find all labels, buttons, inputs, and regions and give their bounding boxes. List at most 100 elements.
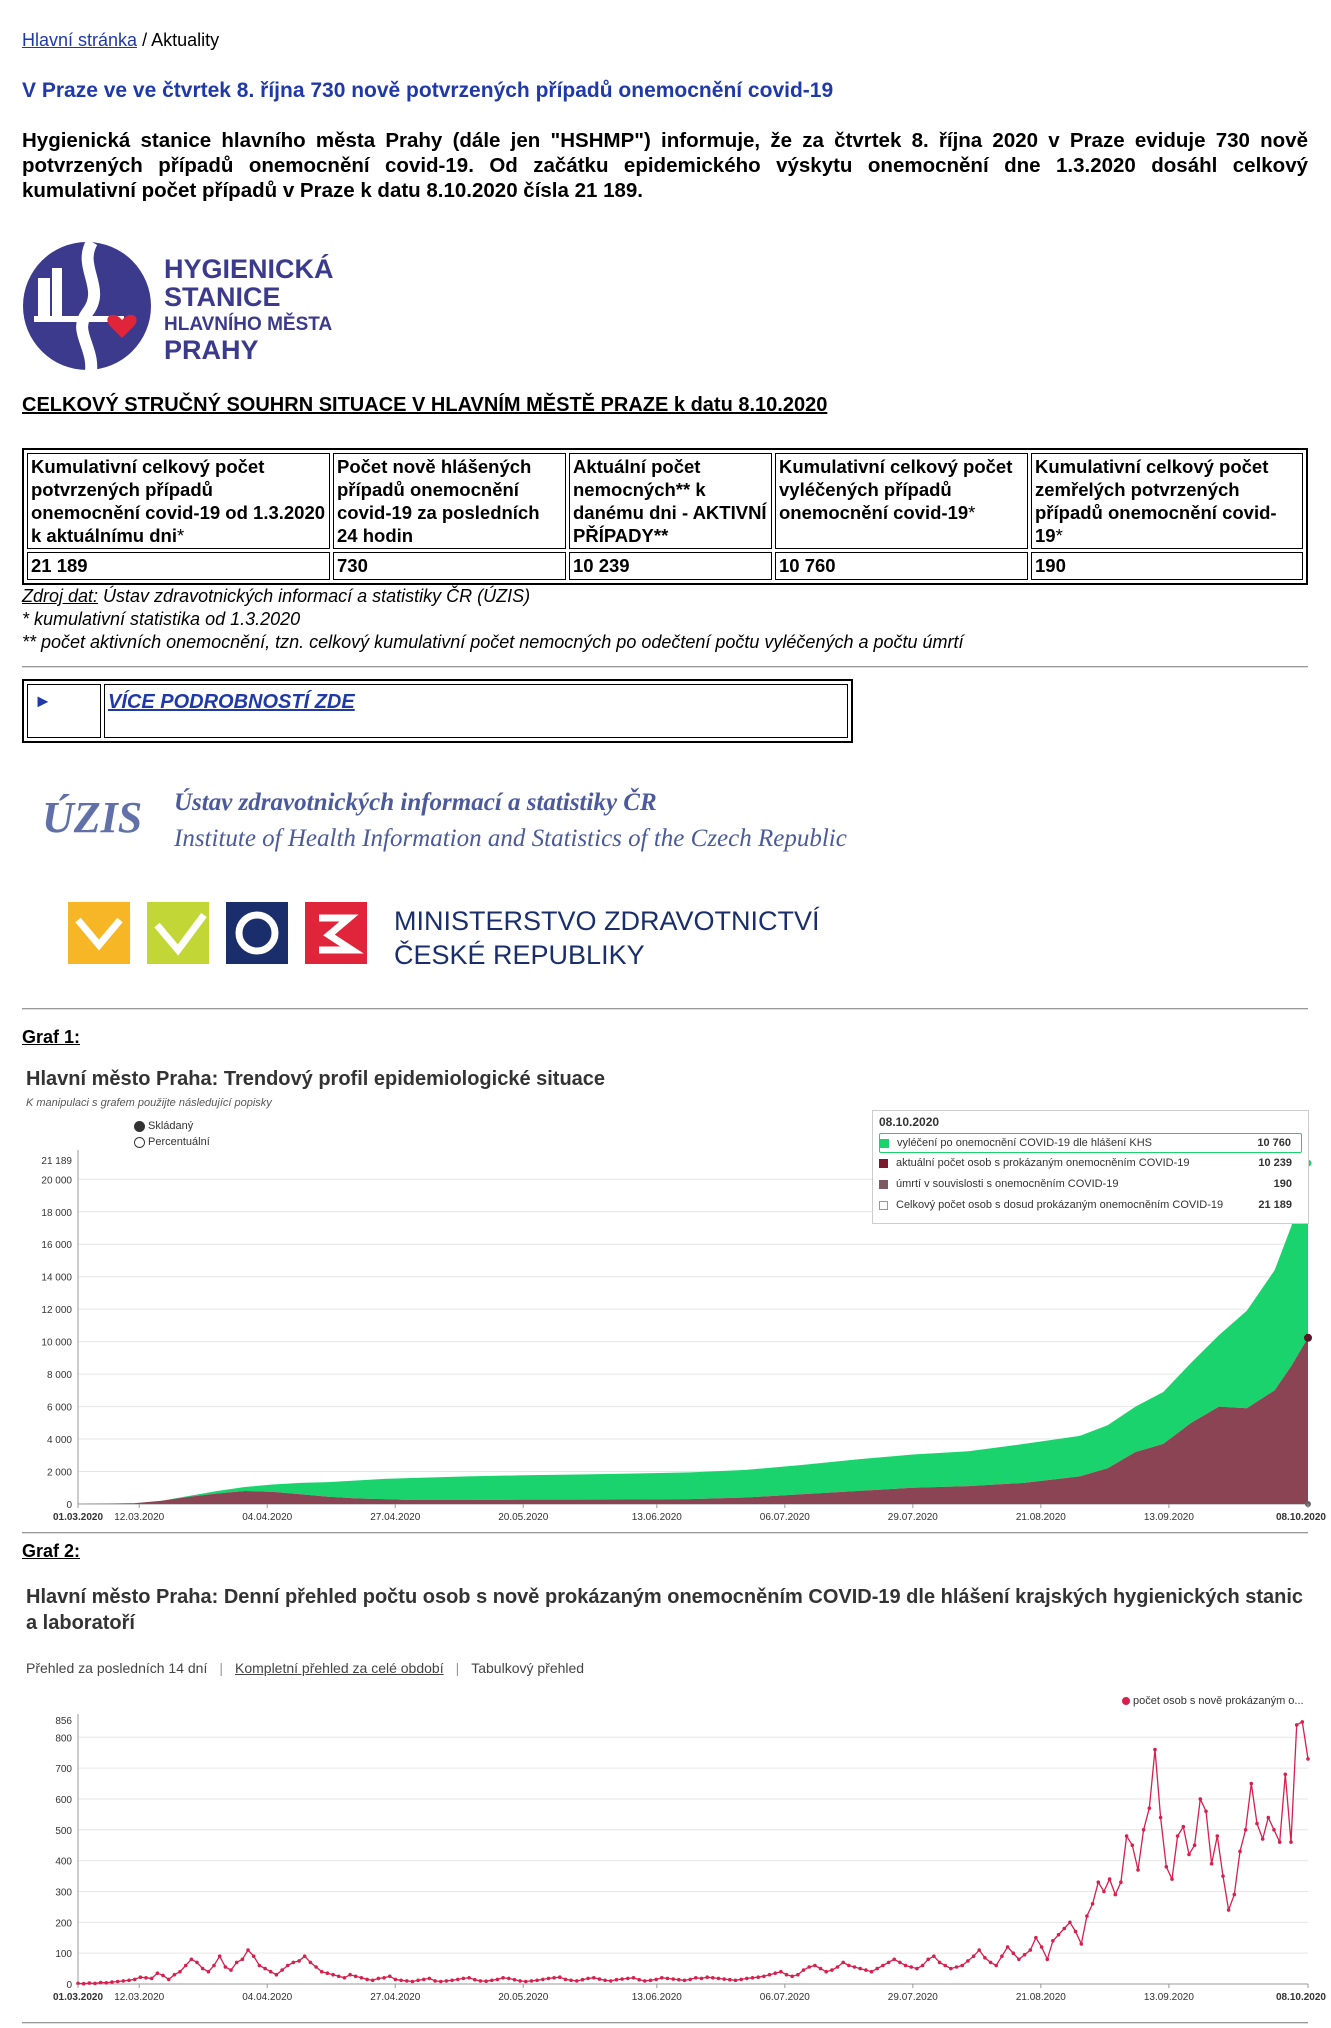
breadcrumb-current: Aktuality	[151, 30, 220, 50]
radio-percent[interactable]: Percentuální	[134, 1136, 210, 1148]
data-point	[597, 1977, 602, 1981]
y-tick-label: 6 000	[47, 1403, 72, 1414]
data-point	[529, 1979, 534, 1983]
summary-header-cell: Počet nově hlášených případů onemocnění …	[333, 453, 566, 549]
data-point	[954, 1965, 959, 1969]
data-point	[728, 1977, 732, 1982]
data-point	[416, 1978, 420, 1983]
data-point	[331, 1972, 335, 1977]
data-point	[807, 1965, 811, 1969]
legend-swatch	[879, 1158, 888, 1168]
data-point	[881, 1963, 885, 1968]
data-point	[983, 1956, 987, 1960]
data-point	[1124, 1834, 1129, 1838]
x-tick-label: 29.07.2020	[888, 1512, 938, 1523]
summary-value-active: 10 239	[569, 552, 772, 580]
play-arrow-icon: ►	[34, 691, 52, 711]
y-tick-label: 0	[66, 1500, 72, 1511]
data-point	[1153, 1747, 1157, 1752]
data-point	[444, 1979, 449, 1983]
data-point	[988, 1960, 993, 1965]
hshmp-logo-tower	[38, 278, 50, 316]
data-point	[943, 1963, 947, 1968]
x-tick-label: 13.06.2020	[632, 1512, 682, 1523]
data-point	[467, 1976, 471, 1980]
data-point	[1266, 1815, 1271, 1820]
graf1-tooltip-row: Celkový počet osob s dosud prokázaným on…	[879, 1196, 1302, 1214]
data-point	[1238, 1849, 1242, 1854]
data-point	[841, 1960, 845, 1965]
summary-value-deaths: 190	[1031, 552, 1303, 580]
radio-stacked[interactable]: Skládaný	[134, 1120, 193, 1132]
x-tick-label: 01.03.2020	[53, 1992, 103, 2003]
data-point	[835, 1965, 840, 1969]
data-point	[274, 1972, 279, 1977]
summary-header-cell: Aktuální počet nemocných** k danému dni …	[569, 453, 772, 549]
x-tick-label: 21.08.2020	[1016, 1992, 1066, 2003]
data-point	[1277, 1840, 1282, 1844]
data-point	[98, 1980, 103, 1985]
data-point	[348, 1972, 352, 1977]
data-point	[852, 1965, 857, 1969]
data-point	[382, 1976, 386, 1980]
data-point	[580, 1977, 585, 1982]
x-tick-label: 13.09.2020	[1144, 1992, 1194, 2003]
x-tick-label: 20.05.2020	[498, 1512, 548, 1523]
data-point	[178, 1969, 182, 1974]
data-point	[603, 1978, 607, 1983]
graf1-chart[interactable]: 0 2 000 4 000 6 000 8 000 10 000 12 000 14 000 1…	[0, 1100, 1331, 1530]
data-point	[541, 1977, 545, 1982]
data-point	[762, 1974, 766, 1979]
data-point	[1147, 1806, 1152, 1810]
data-point	[767, 1972, 772, 1977]
tab-full-period[interactable]: Kompletní přehled za celé období	[235, 1660, 444, 1676]
hshmp-logo-text-3: HLAVNÍHO MĚSTA	[164, 313, 332, 335]
mzcr-logo-square-yellow	[68, 902, 130, 964]
breadcrumb-home-link[interactable]: Hlavní stránka	[22, 30, 138, 50]
data-point	[246, 1948, 250, 1952]
data-point	[818, 1966, 823, 1971]
data-point	[501, 1976, 505, 1980]
data-point	[1113, 1892, 1118, 1897]
data-point	[234, 1960, 239, 1965]
data-point	[240, 1957, 245, 1962]
data-point	[1085, 1914, 1089, 1918]
page-title: V Praze ve ve čtvrtek 8. října 730 nově …	[22, 79, 834, 102]
breadcrumb-separator: /	[142, 30, 148, 50]
data-point	[1062, 1926, 1067, 1931]
data-point	[1289, 1840, 1293, 1844]
data-point	[790, 1974, 794, 1979]
data-point	[495, 1977, 500, 1982]
data-point	[1204, 1809, 1208, 1814]
legend-swatch	[879, 1179, 888, 1189]
data-point	[1141, 1828, 1146, 1832]
data-point	[1079, 1942, 1084, 1946]
radio-unchecked-icon	[134, 1136, 145, 1148]
summary-notes: Zdroj dat: Ústav zdravotnických informac…	[22, 585, 1308, 654]
data-point	[132, 1977, 137, 1982]
data-point	[365, 1977, 369, 1982]
legend-swatch	[880, 1138, 889, 1148]
hshmp-logo-river	[76, 239, 101, 380]
x-tick-label: 13.06.2020	[632, 1992, 682, 2003]
data-point	[1102, 1889, 1106, 1894]
graf2-chart[interactable]: 0 100 200 300 400 500 600 700 800 856 01.03.2020 12…	[0, 1690, 1331, 2020]
data-point	[977, 1948, 981, 1952]
data-point	[1130, 1843, 1135, 1847]
graf2-legend[interactable]: počet osob s nově prokázaným o...	[1122, 1695, 1304, 1707]
y-tick-label: 12 000	[41, 1305, 72, 1316]
y-max-label: 21 189	[41, 1156, 72, 1167]
more-details-link[interactable]: VÍCE PODROBNOSTÍ ZDE	[108, 691, 355, 713]
data-point	[971, 1954, 976, 1958]
tab-last-14-days[interactable]: Přehled za posledních 14 dní	[26, 1660, 208, 1676]
data-point	[1170, 1877, 1174, 1881]
data-point	[1243, 1828, 1248, 1832]
x-tick-label: 08.10.2020	[1276, 1512, 1326, 1523]
data-point	[1221, 1874, 1225, 1878]
data-point	[949, 1966, 953, 1971]
graf1-title: Hlavní město Praha: Trendový profil epid…	[26, 1068, 606, 1090]
data-point	[1306, 1757, 1310, 1761]
tab-table-view[interactable]: Tabulkový přehled	[471, 1660, 585, 1676]
graf2-tabs: Přehled za posledních 14 dní | Kompletní p…	[26, 1660, 585, 1676]
x-tick-label: 29.07.2020	[888, 1992, 938, 2003]
